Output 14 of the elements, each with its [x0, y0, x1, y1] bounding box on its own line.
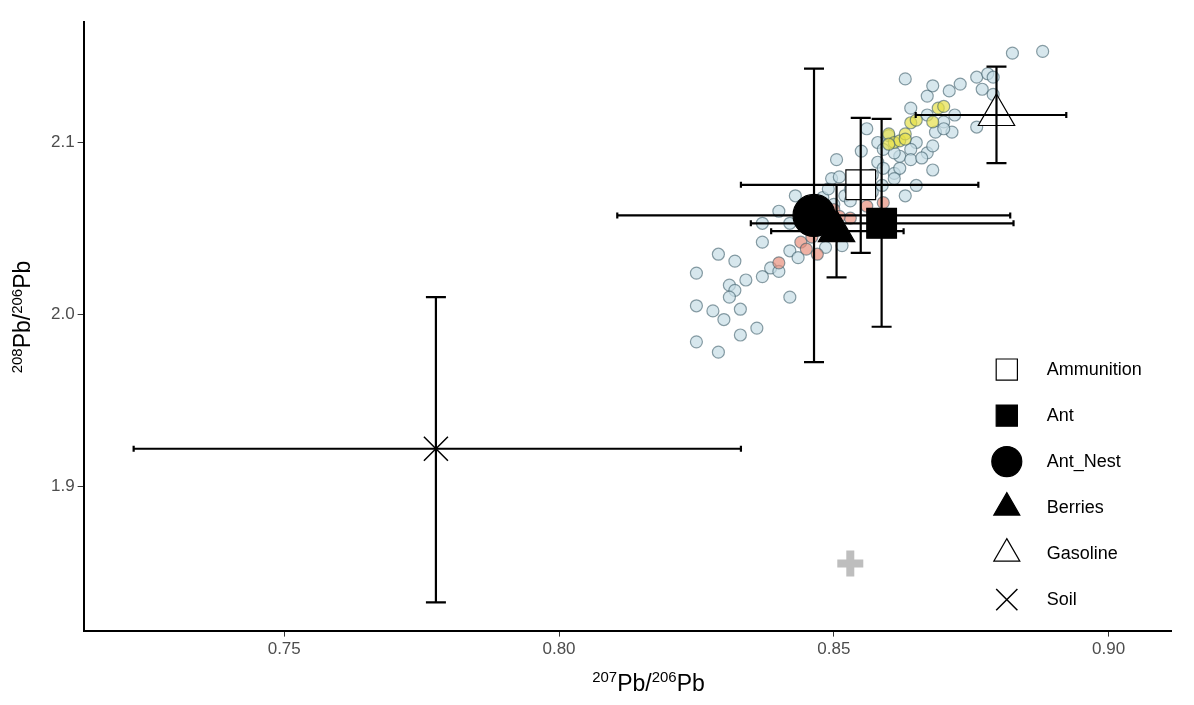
x-tick-label: 0.85 — [817, 639, 851, 659]
legend-label: Gasoline — [1046, 542, 1118, 563]
x-tick-label: 0.80 — [542, 639, 576, 659]
legend-label: Berries — [1046, 496, 1104, 517]
y-tick-label: 2.1 — [50, 132, 75, 152]
legend-label: Ammunition — [1046, 358, 1142, 379]
x-tick-label: 0.75 — [267, 639, 301, 659]
x-axis-title: $^{207}$Pb/$^{206}$Pb — [591, 668, 706, 697]
legend-label: Soil — [1046, 588, 1077, 609]
legend-label: Ant_Nest — [1046, 450, 1121, 472]
x-tick-label: 0.90 — [1092, 639, 1126, 659]
y-tick-label: 1.9 — [50, 475, 75, 495]
y-tick-label: 2.0 — [50, 304, 75, 324]
legend-label: Ant — [1046, 404, 1074, 425]
